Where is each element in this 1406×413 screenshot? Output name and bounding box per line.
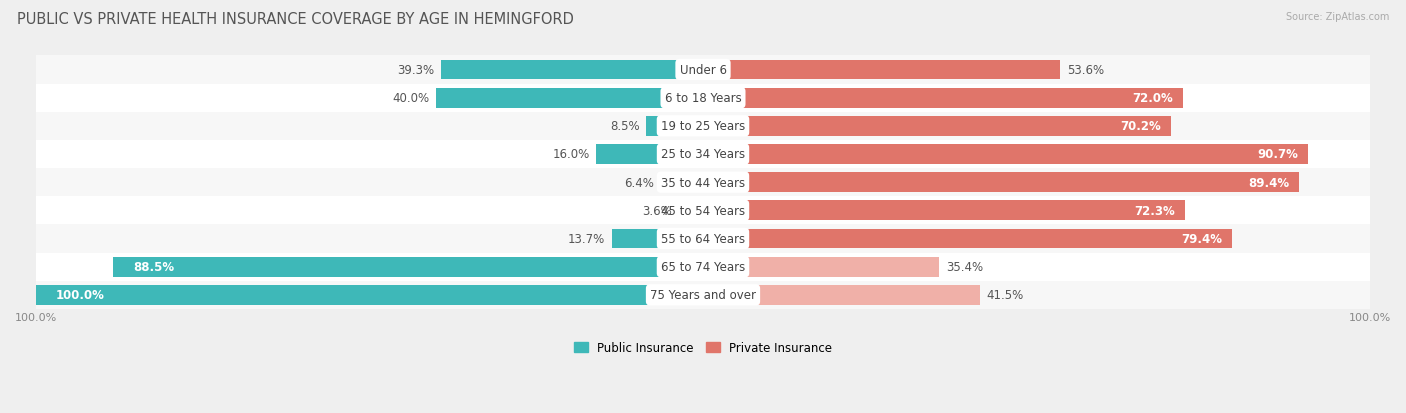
Text: 35.4%: 35.4%: [946, 261, 983, 273]
Text: 8.5%: 8.5%: [610, 120, 640, 133]
Bar: [37, 225, 1369, 253]
Text: Source: ZipAtlas.com: Source: ZipAtlas.com: [1285, 12, 1389, 22]
Bar: [703, 257, 939, 277]
Text: 70.2%: 70.2%: [1121, 120, 1161, 133]
Bar: [37, 253, 1369, 281]
Text: 72.3%: 72.3%: [1135, 204, 1175, 217]
Bar: [703, 88, 1184, 108]
Text: 53.6%: 53.6%: [1067, 64, 1104, 77]
Bar: [596, 145, 703, 164]
Bar: [703, 229, 1233, 249]
Bar: [703, 60, 1060, 80]
Text: 100.0%: 100.0%: [56, 289, 105, 301]
Text: 40.0%: 40.0%: [392, 92, 430, 105]
Text: 6.4%: 6.4%: [624, 176, 654, 189]
Text: 3.6%: 3.6%: [643, 204, 672, 217]
Text: Under 6: Under 6: [679, 64, 727, 77]
Legend: Public Insurance, Private Insurance: Public Insurance, Private Insurance: [569, 337, 837, 359]
Text: 25 to 34 Years: 25 to 34 Years: [661, 148, 745, 161]
Text: 6 to 18 Years: 6 to 18 Years: [665, 92, 741, 105]
Bar: [37, 197, 1369, 225]
Bar: [37, 56, 1369, 84]
Bar: [37, 169, 1369, 197]
Bar: [703, 117, 1171, 136]
Bar: [612, 229, 703, 249]
Text: 19 to 25 Years: 19 to 25 Years: [661, 120, 745, 133]
Bar: [37, 285, 703, 305]
Text: 45 to 54 Years: 45 to 54 Years: [661, 204, 745, 217]
Bar: [37, 140, 1369, 169]
Text: 79.4%: 79.4%: [1181, 233, 1222, 245]
Bar: [112, 257, 703, 277]
Text: 13.7%: 13.7%: [568, 233, 605, 245]
Bar: [703, 173, 1299, 192]
Bar: [703, 285, 980, 305]
Bar: [647, 117, 703, 136]
Bar: [661, 173, 703, 192]
Text: 35 to 44 Years: 35 to 44 Years: [661, 176, 745, 189]
Text: 39.3%: 39.3%: [396, 64, 434, 77]
Text: 16.0%: 16.0%: [553, 148, 589, 161]
Text: PUBLIC VS PRIVATE HEALTH INSURANCE COVERAGE BY AGE IN HEMINGFORD: PUBLIC VS PRIVATE HEALTH INSURANCE COVER…: [17, 12, 574, 27]
Bar: [679, 201, 703, 221]
Text: 88.5%: 88.5%: [132, 261, 174, 273]
Text: 75 Years and over: 75 Years and over: [650, 289, 756, 301]
Text: 55 to 64 Years: 55 to 64 Years: [661, 233, 745, 245]
Text: 65 to 74 Years: 65 to 74 Years: [661, 261, 745, 273]
Bar: [441, 60, 703, 80]
Text: 89.4%: 89.4%: [1249, 176, 1289, 189]
Text: 90.7%: 90.7%: [1257, 148, 1298, 161]
Bar: [436, 88, 703, 108]
Bar: [703, 201, 1185, 221]
Bar: [703, 145, 1308, 164]
Text: 41.5%: 41.5%: [987, 289, 1024, 301]
Text: 72.0%: 72.0%: [1132, 92, 1173, 105]
Bar: [37, 112, 1369, 140]
Bar: [37, 84, 1369, 112]
Bar: [37, 281, 1369, 309]
